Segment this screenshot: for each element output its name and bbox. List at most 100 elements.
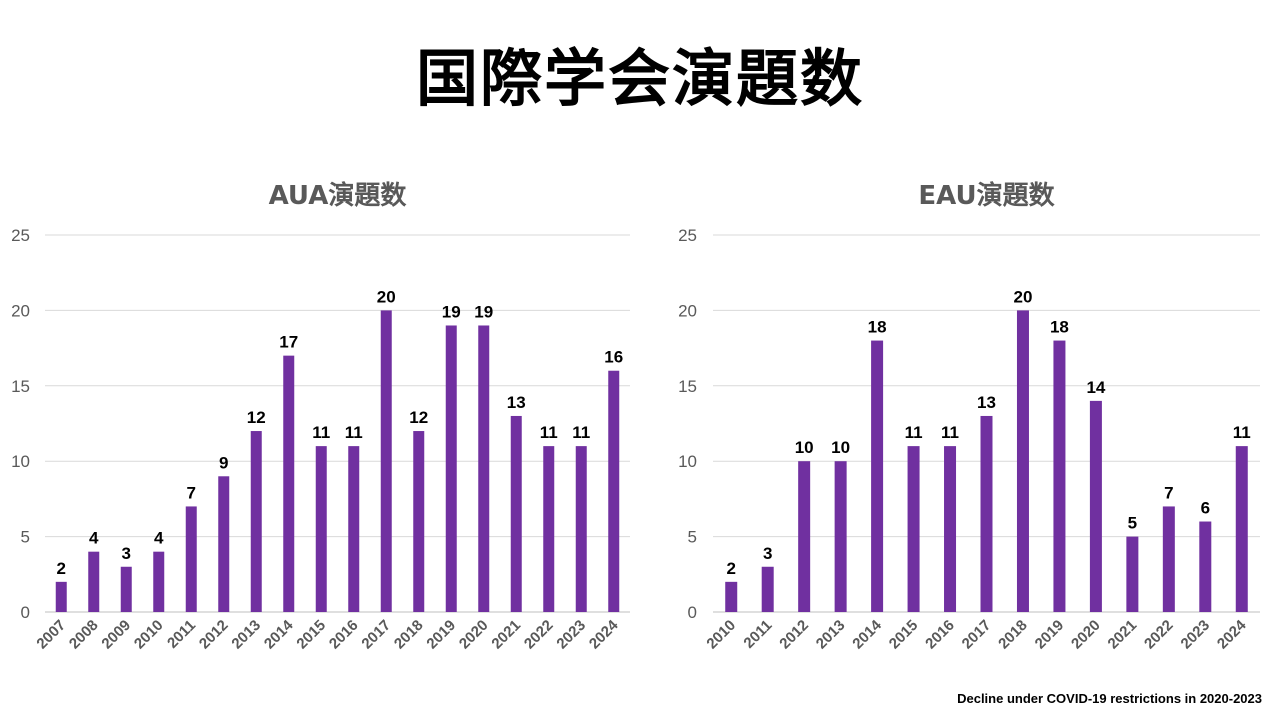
eau-data-label: 7	[1164, 483, 1173, 502]
eau-x-tick-label: 2013	[813, 617, 849, 653]
eau-y-tick-label: 0	[688, 603, 697, 622]
aua-y-tick-label: 5	[21, 528, 30, 547]
aua-data-label: 19	[474, 302, 493, 321]
aua-bar	[315, 446, 327, 612]
aua-bar	[120, 566, 132, 612]
eau-data-label: 20	[1014, 287, 1033, 306]
aua-data-label: 4	[89, 529, 99, 548]
eau-x-tick-label: 2015	[886, 617, 922, 653]
aua-data-label: 12	[247, 408, 266, 427]
aua-bar	[185, 506, 197, 612]
aua-data-label: 12	[409, 408, 428, 427]
aua-x-tick-label: 2018	[391, 617, 427, 653]
eau-bar	[871, 340, 884, 612]
eau-y-tick-label: 20	[678, 301, 697, 320]
aua-x-tick-label: 2015	[293, 617, 329, 653]
covid-footnote: Decline under COVID-19 restrictions in 2…	[957, 691, 1262, 706]
eau-x-tick-label: 2022	[1141, 617, 1177, 653]
aua-x-tick-label: 2023	[553, 617, 589, 653]
aua-y-tick-label: 25	[11, 226, 30, 245]
eau-bar	[1199, 521, 1212, 612]
aua-bar	[218, 476, 230, 612]
aua-x-tick-label: 2007	[33, 617, 69, 653]
eau-data-label: 10	[795, 438, 814, 457]
aua-y-tick-label: 10	[11, 452, 30, 471]
aua-x-tick-label: 2022	[521, 617, 557, 653]
aua-x-tick-label: 2008	[66, 617, 102, 653]
aua-data-label: 7	[187, 483, 196, 502]
aua-bar	[283, 355, 295, 612]
aua-data-label: 11	[345, 423, 363, 442]
aua-x-tick-label: 2017	[358, 617, 394, 653]
eau-y-tick-label: 25	[678, 226, 697, 245]
eau-data-label: 18	[1050, 318, 1069, 337]
page-title: 国際学会演題数	[415, 42, 864, 115]
eau-x-tick-label: 2019	[1032, 617, 1068, 653]
aua-bar	[88, 551, 100, 612]
eau-x-tick-label: 2021	[1105, 617, 1141, 653]
eau-x-tick-label: 2017	[959, 617, 995, 653]
aua-chart-title: AUA演題数	[268, 181, 407, 211]
aua-data-label: 11	[312, 423, 330, 442]
aua-bar	[413, 431, 425, 612]
aua-data-label: 17	[279, 333, 298, 352]
aua-data-label: 4	[154, 529, 164, 548]
eau-x-tick-label: 2012	[776, 617, 812, 653]
eau-bar	[1235, 446, 1248, 612]
aua-chart: 0510152025220074200832009420107201192012…	[11, 226, 630, 652]
eau-y-tick-label: 5	[688, 528, 697, 547]
aua-data-label: 20	[377, 287, 396, 306]
eau-x-tick-label: 2014	[849, 616, 885, 652]
aua-bar	[575, 446, 587, 612]
eau-bar	[1126, 536, 1139, 612]
aua-x-tick-label: 2013	[228, 617, 264, 653]
eau-data-label: 13	[977, 393, 996, 412]
eau-y-tick-label: 15	[678, 377, 697, 396]
eau-x-tick-label: 2023	[1178, 617, 1214, 653]
eau-x-tick-label: 2010	[703, 617, 739, 653]
eau-data-label: 5	[1128, 514, 1137, 533]
aua-x-tick-label: 2021	[488, 617, 524, 653]
eau-bar	[761, 566, 774, 612]
eau-x-tick-label: 2020	[1068, 617, 1104, 653]
aua-bar	[348, 446, 360, 612]
aua-data-label: 3	[122, 544, 131, 563]
aua-data-label: 2	[57, 559, 66, 578]
eau-data-label: 11	[941, 423, 959, 442]
aua-x-tick-label: 2011	[164, 617, 199, 652]
eau-chart: 0510152025220103201110201210201318201411…	[678, 226, 1260, 652]
eau-bar	[725, 581, 738, 612]
aua-data-label: 16	[604, 348, 623, 367]
eau-bar	[907, 446, 920, 612]
aua-x-tick-label: 2020	[456, 617, 492, 653]
eau-bar	[1053, 340, 1066, 612]
eau-y-tick-label: 10	[678, 452, 697, 471]
aua-data-label: 9	[219, 453, 228, 472]
aua-x-tick-label: 2009	[98, 617, 134, 653]
eau-x-tick-label: 2011	[740, 617, 775, 652]
aua-bar	[380, 310, 392, 612]
aua-data-label: 11	[572, 423, 590, 442]
eau-bar	[834, 461, 847, 612]
eau-bar	[798, 461, 811, 612]
eau-bar	[944, 446, 957, 612]
aua-bar	[250, 431, 262, 612]
eau-bar	[1089, 400, 1102, 612]
aua-bar	[510, 415, 522, 612]
eau-chart-title: EAU演題数	[918, 181, 1055, 211]
aua-x-tick-label: 2012	[196, 617, 232, 653]
aua-x-tick-label: 2014	[261, 616, 297, 652]
aua-bar	[445, 325, 457, 612]
aua-x-tick-label: 2010	[131, 617, 167, 653]
aua-bar	[55, 581, 67, 612]
eau-data-label: 10	[831, 438, 850, 457]
eau-bar	[1016, 310, 1029, 612]
eau-data-label: 14	[1086, 378, 1105, 397]
eau-x-tick-label: 2024	[1214, 616, 1250, 652]
aua-data-label: 13	[507, 393, 526, 412]
eau-data-label: 18	[868, 318, 887, 337]
aua-y-tick-label: 20	[11, 301, 30, 320]
eau-data-label: 6	[1201, 499, 1210, 518]
eau-x-tick-label: 2018	[995, 617, 1031, 653]
